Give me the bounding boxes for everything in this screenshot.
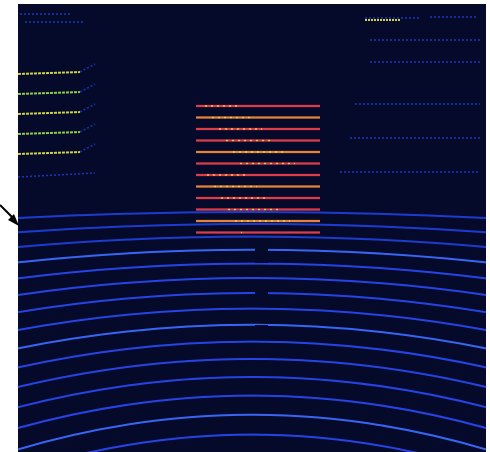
vegetation-edge-line (79, 83, 96, 93)
pointer-arrow (0, 204, 19, 226)
vegetation-edge-line (79, 103, 96, 113)
ground-ring-arc (17, 358, 487, 388)
vegetation-return-line (17, 111, 81, 115)
ground-ring-arc (17, 340, 487, 369)
detected-object-box (196, 104, 320, 234)
ground-ring-arc (17, 376, 487, 409)
vegetation-edge-line (79, 63, 96, 73)
ground-ring-arc (86, 433, 418, 452)
arrow-shaft (0, 204, 14, 219)
vegetation-return-line (17, 91, 81, 95)
ground-ring-arc (17, 292, 487, 314)
vegetation-return-line (17, 131, 81, 135)
vegetation-return-line (17, 71, 81, 75)
ground-ring-arc (17, 307, 487, 331)
ground-ring-arc (17, 323, 487, 350)
arrow-head-icon (8, 214, 19, 226)
vegetation-return-line (17, 151, 81, 155)
ground-scan-rings (17, 211, 487, 452)
vegetation-return-line (17, 172, 96, 178)
ground-ring-arc (17, 235, 487, 248)
ground-ring-arc (17, 223, 487, 234)
vegetation-edge-line (79, 143, 96, 153)
object-shadow-column (255, 248, 268, 351)
far-range-returns (20, 13, 480, 173)
vegetation-edge-line (79, 123, 96, 133)
ground-ring-arc (17, 394, 487, 429)
ground-ring-arc (17, 262, 487, 280)
ground-ring-arc (17, 413, 487, 451)
ground-ring-arc (17, 211, 487, 219)
ground-ring-arc (17, 248, 487, 264)
ground-ring-arc (17, 277, 487, 296)
left-vegetation-cluster (17, 63, 96, 178)
